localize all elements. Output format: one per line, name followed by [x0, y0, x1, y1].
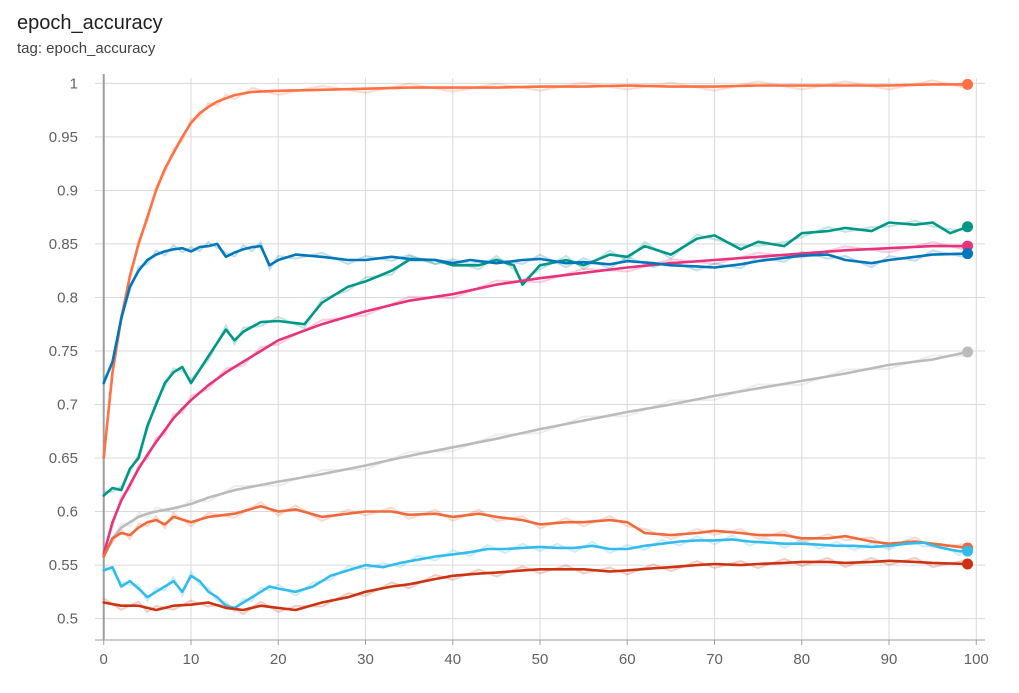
- y-tick-label: 0.95: [49, 129, 78, 146]
- y-tick-label: 0.6: [57, 504, 78, 521]
- y-tick-label: 0.8: [57, 289, 78, 306]
- series-line-5[interactable]: [102, 504, 969, 558]
- y-tick-label: 0.75: [49, 343, 78, 360]
- x-tick-label: 20: [270, 651, 287, 668]
- series-end-marker-1[interactable]: [962, 221, 974, 233]
- series-line-6[interactable]: [102, 538, 969, 610]
- x-tick-label: 50: [532, 651, 549, 668]
- series-layer: [102, 78, 974, 612]
- series-end-marker-7[interactable]: [962, 558, 974, 570]
- y-tick-label: 1: [70, 75, 78, 92]
- series-line-2[interactable]: [102, 244, 969, 556]
- x-tick-label: 80: [793, 651, 810, 668]
- raw-series-layer: [102, 79, 969, 616]
- x-tick-label: 60: [619, 651, 636, 668]
- series-end-marker-0[interactable]: [962, 78, 974, 90]
- y-tick-label: 0.65: [49, 450, 78, 467]
- y-tick-label: 0.9: [57, 182, 78, 199]
- series-line-4[interactable]: [102, 350, 969, 558]
- x-tick-label: 0: [100, 651, 108, 668]
- series-end-marker-3[interactable]: [962, 248, 974, 260]
- y-tick-label: 0.5: [57, 611, 78, 628]
- chart-title: epoch_accuracy: [17, 12, 163, 34]
- series-line-7[interactable]: [102, 559, 969, 612]
- series-raw-line-6: [103, 534, 969, 614]
- series-line-3[interactable]: [102, 242, 969, 385]
- y-tick-label: 0.85: [49, 236, 78, 253]
- series-raw-line-2: [102, 241, 968, 551]
- x-tick-label: 90: [881, 651, 898, 668]
- y-tick-label: 0.55: [49, 557, 78, 574]
- series-end-marker-4[interactable]: [962, 346, 974, 358]
- series-line-0[interactable]: [102, 83, 969, 460]
- x-tick-label: 70: [706, 651, 723, 668]
- x-tick-label: 100: [964, 651, 989, 668]
- series-end-marker-6[interactable]: [962, 545, 974, 557]
- series-raw-line-1: [103, 219, 968, 494]
- series-line-1[interactable]: [102, 221, 969, 497]
- x-tick-label: 10: [183, 651, 200, 668]
- series-raw-line-3: [102, 240, 968, 380]
- y-tick-label: 0.7: [57, 396, 78, 413]
- x-tick-label: 40: [444, 651, 461, 668]
- x-tick-label: 30: [357, 651, 374, 668]
- grid: [95, 78, 985, 640]
- series-raw-line-7: [103, 556, 968, 616]
- axes: [95, 74, 985, 645]
- chart-subtitle: tag: epoch_accuracy: [17, 40, 156, 57]
